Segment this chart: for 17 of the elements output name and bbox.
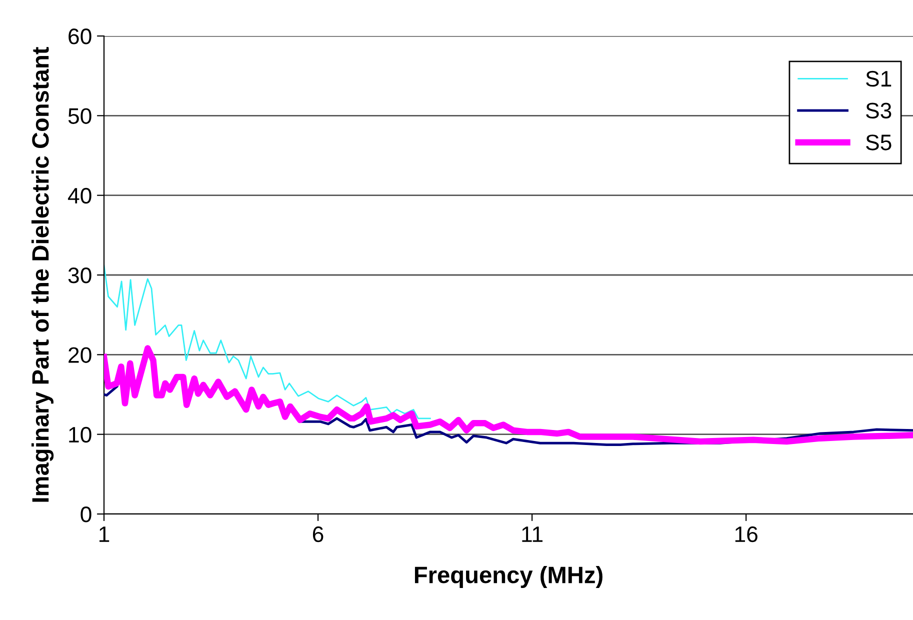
- x-axis-title: Frequency (MHz): [414, 566, 602, 588]
- y-tick-label: 40: [68, 188, 92, 204]
- legend-label: S1: [866, 70, 892, 87]
- y-tick-label: 60: [68, 28, 92, 44]
- x-tick-label: 1: [100, 526, 110, 542]
- legend-label: S3: [866, 102, 892, 118]
- y-tick-label: 10: [69, 426, 92, 443]
- x-tick-label: 16: [735, 526, 758, 542]
- y-tick-label: 30: [68, 268, 92, 284]
- x-tick-label: 6: [312, 526, 324, 542]
- y-tick-label: 50: [68, 108, 92, 124]
- y-tick-label: 0: [80, 506, 92, 522]
- x-tick-label: 11: [522, 526, 542, 542]
- line-series: [104, 264, 431, 420]
- legend-label: S5: [866, 134, 892, 150]
- y-axis-title: Imaginary Part of the Dielectric Constant: [31, 46, 54, 502]
- y-tick-label: 20: [68, 347, 92, 363]
